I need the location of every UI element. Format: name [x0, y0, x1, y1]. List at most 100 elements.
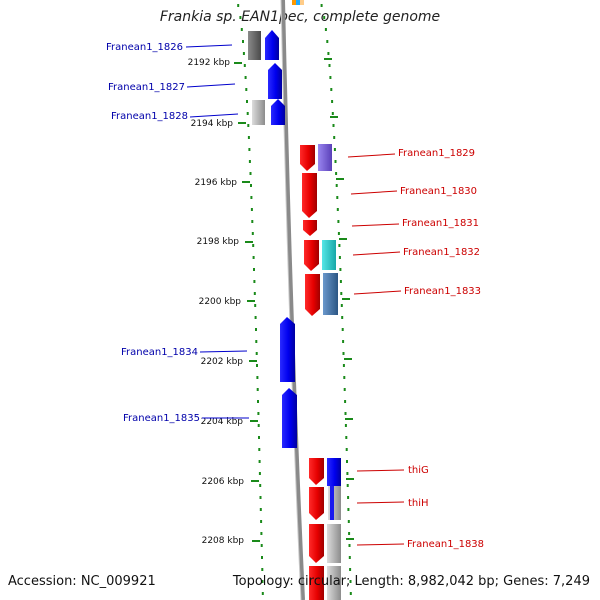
forward-gene-labels: Franean1_1829 Franean1_1830 Franean1_183…	[347, 148, 484, 550]
gene-franean1-1829[interactable]	[300, 145, 315, 171]
gene-label-franean1-1827[interactable]: Franean1_1827	[108, 82, 185, 93]
tick-major	[250, 420, 258, 422]
tick-dot	[323, 16, 326, 19]
gene-franean1-1834[interactable]	[280, 317, 295, 382]
tick-dot	[251, 232, 254, 235]
gene-partial-bottom	[309, 566, 324, 600]
tick-major	[330, 116, 338, 118]
gene-franean1-1838[interactable]	[309, 524, 324, 563]
gene-label-thih[interactable]: thiH	[408, 498, 429, 509]
tick-dot	[242, 40, 244, 43]
cog-box	[248, 31, 261, 60]
gene-franean1-1830[interactable]	[302, 173, 317, 218]
tick-dot	[326, 40, 329, 43]
tick-major	[234, 62, 242, 64]
tick-dot	[342, 352, 345, 355]
tick-dot	[348, 532, 351, 535]
tick-dot	[250, 208, 253, 211]
tick-dot	[324, 28, 327, 31]
tick-dot	[261, 556, 263, 559]
tick-dot	[337, 232, 340, 235]
tick-dot	[252, 256, 255, 259]
gene-thig[interactable]	[309, 458, 324, 485]
tick-dot	[344, 400, 347, 403]
tick-guides	[234, 4, 354, 595]
gene-label-franean1-1838[interactable]: Franean1_1838	[407, 539, 484, 550]
gene-franean1-1828[interactable]	[271, 99, 285, 125]
tick-dot	[253, 292, 256, 295]
tick-dot	[248, 160, 251, 163]
tick-dot	[338, 244, 341, 247]
gene-label-franean1-1830[interactable]: Franean1_1830	[400, 186, 477, 197]
tick-dot	[245, 88, 248, 91]
tick-dot	[240, 28, 243, 31]
genome-backbone	[281, 0, 305, 600]
cog-box	[330, 486, 334, 520]
tick-dot	[242, 52, 245, 55]
gene-label-franean1-1834[interactable]: Franean1_1834	[121, 347, 198, 358]
gene-label-franean1-1829[interactable]: Franean1_1829	[398, 148, 475, 159]
leader-line	[356, 469, 405, 472]
tick-dot	[345, 448, 348, 451]
tick-dot	[246, 112, 249, 115]
cog-box	[327, 566, 341, 600]
tick-dot	[340, 292, 343, 295]
gene-label-franean1-1831[interactable]: Franean1_1831	[402, 218, 479, 229]
tick-dot	[256, 376, 259, 379]
reverse-strand-genes	[265, 30, 297, 448]
tick-dot	[334, 160, 337, 163]
tick-major	[346, 478, 354, 480]
tick-major	[238, 122, 246, 124]
tick-dot	[342, 340, 345, 343]
tick-dot	[257, 400, 259, 403]
tick-dot	[335, 184, 338, 187]
gene-label-franean1-1835[interactable]: Franean1_1835	[123, 413, 200, 424]
tick-dot	[335, 172, 338, 175]
tick-dot	[258, 436, 260, 439]
gene-franean1-1833[interactable]	[305, 274, 320, 316]
tick-major	[252, 540, 260, 542]
gene-label-thig[interactable]: thiG	[408, 465, 429, 476]
tick-dot	[342, 364, 345, 367]
tick-dot	[252, 244, 255, 247]
tick-dot	[259, 508, 262, 511]
gene-label-franean1-1833[interactable]: Franean1_1833	[404, 286, 481, 297]
tick-major	[251, 480, 259, 482]
cog-track-right	[318, 144, 341, 600]
tick-major	[249, 360, 257, 362]
forward-strand-genes	[300, 145, 324, 600]
tick-dot	[348, 544, 351, 547]
tick-dot	[254, 316, 257, 319]
gene-thih[interactable]	[309, 487, 324, 520]
tick-dot	[347, 520, 350, 523]
genome-backbone-highlight	[280, 0, 302, 600]
tick-major	[342, 298, 350, 300]
tick-dot	[257, 424, 260, 427]
kbp-axis-labels: 2192 kbp 2194 kbp 2196 kbp 2198 kbp 2200…	[188, 58, 245, 546]
tick-dot	[338, 256, 341, 259]
gene-label-franean1-1832[interactable]: Franean1_1832	[403, 247, 480, 258]
tick-dot	[346, 472, 349, 475]
tick-dot	[244, 76, 247, 79]
tick-dot	[320, 4, 323, 7]
tick-dot	[250, 184, 252, 187]
gene-franean1-1827[interactable]	[268, 63, 282, 99]
tick-dot	[333, 136, 336, 139]
gene-franean1-1826[interactable]	[265, 30, 279, 60]
tick-major	[346, 538, 354, 540]
tick-dot	[237, 4, 240, 7]
cog-box	[323, 273, 338, 315]
gene-franean1-1835[interactable]	[282, 388, 297, 448]
tick-major	[345, 418, 353, 420]
tick-dot	[260, 544, 263, 547]
gene-franean1-1831[interactable]	[303, 220, 317, 236]
tick-dot	[255, 352, 258, 355]
tick-dot	[347, 496, 350, 499]
tick-dot	[257, 412, 260, 415]
gene-label-franean1-1826[interactable]: Franean1_1826	[106, 42, 183, 53]
tick-dot	[261, 568, 264, 571]
gene-label-franean1-1828[interactable]: Franean1_1828	[111, 111, 188, 122]
tick-dot	[258, 460, 261, 463]
tick-dot	[345, 436, 348, 439]
gene-franean1-1832[interactable]	[304, 240, 319, 271]
